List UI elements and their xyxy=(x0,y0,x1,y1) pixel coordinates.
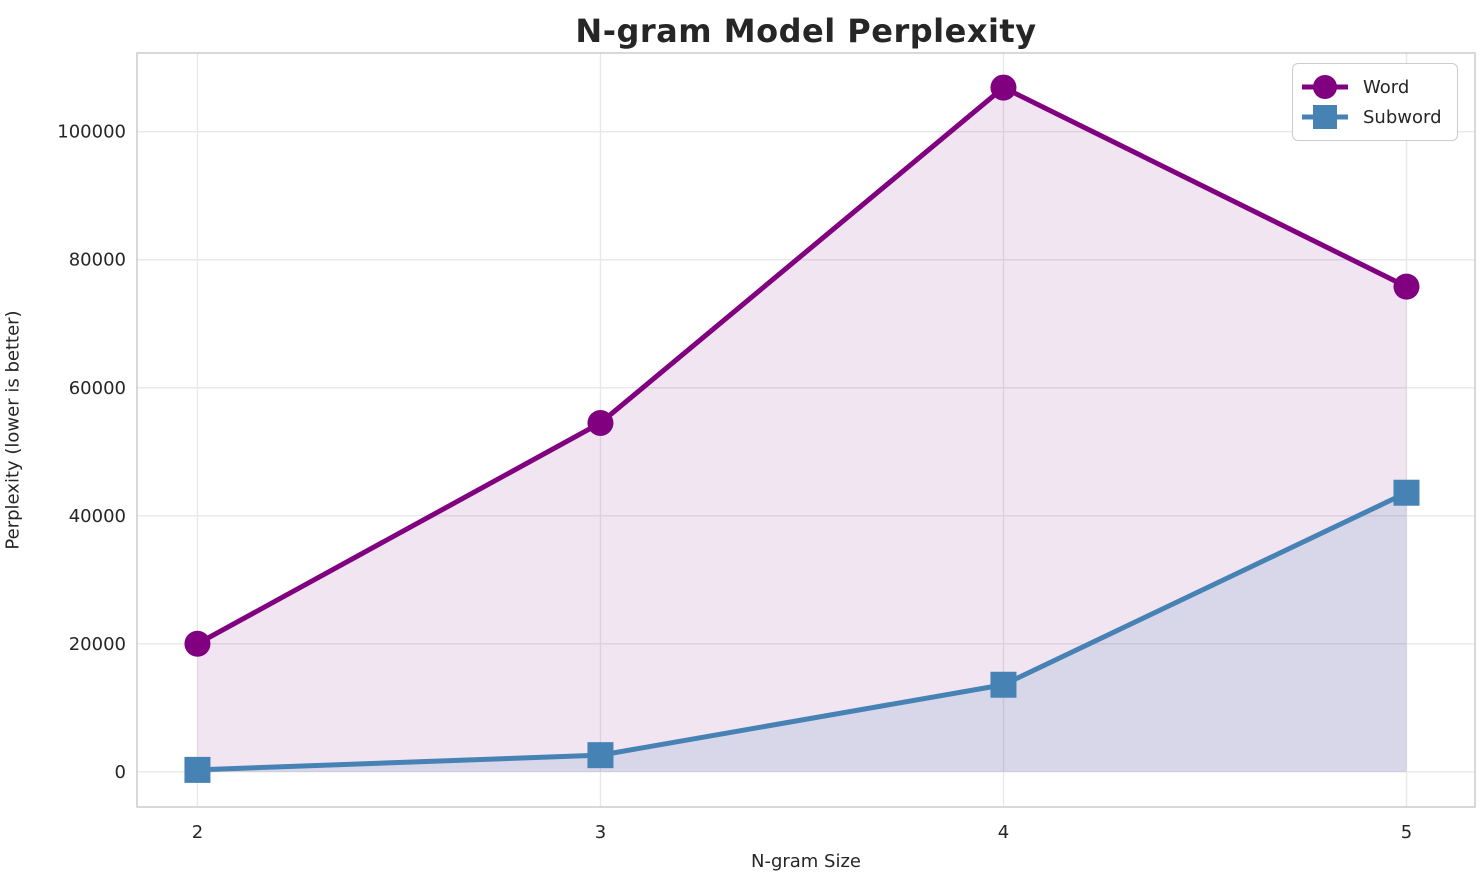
x-axis-label: N-gram Size xyxy=(750,851,862,872)
x-tick-label: 5 xyxy=(1401,822,1412,843)
series-line-subword xyxy=(194,490,1409,773)
legend: Word Subword xyxy=(1292,63,1458,141)
word-line-circle-marker-icon xyxy=(1302,75,1348,99)
data-point-subword xyxy=(1393,479,1420,506)
y-axis-label: Perplexity (lower is better) xyxy=(2,310,24,550)
data-point-word xyxy=(184,630,211,657)
x-tick-label: 3 xyxy=(595,822,606,843)
subword-line-square-marker-icon xyxy=(1302,105,1348,129)
x-tick-label: 2 xyxy=(192,822,203,843)
legend-label-subword: Subword xyxy=(1363,106,1442,128)
y-tick-label: 40000 xyxy=(69,506,126,527)
data-point-subword xyxy=(990,671,1017,698)
plot-border xyxy=(136,52,1476,808)
x-tick-label: 4 xyxy=(998,822,1009,843)
y-tick-label: 100000 xyxy=(57,122,126,143)
chart-title: N-gram Model Perplexity xyxy=(575,12,1037,50)
data-point-word xyxy=(1393,273,1420,300)
area-fill-word xyxy=(197,87,1407,772)
y-tick-label: 20000 xyxy=(69,634,126,655)
data-point-word xyxy=(587,409,614,436)
legend-item-subword: Subword xyxy=(1301,102,1445,132)
legend-label-word: Word xyxy=(1363,76,1410,98)
data-point-subword xyxy=(587,742,614,769)
data-point-word xyxy=(990,74,1017,101)
series-line-word xyxy=(194,85,1409,647)
y-tick-label: 80000 xyxy=(69,250,126,271)
area-fill-subword xyxy=(197,492,1407,772)
data-point-subword xyxy=(184,756,211,783)
y-tick-label: 0 xyxy=(115,762,126,783)
legend-item-word: Word xyxy=(1301,72,1445,102)
y-tick-label: 60000 xyxy=(69,378,126,399)
